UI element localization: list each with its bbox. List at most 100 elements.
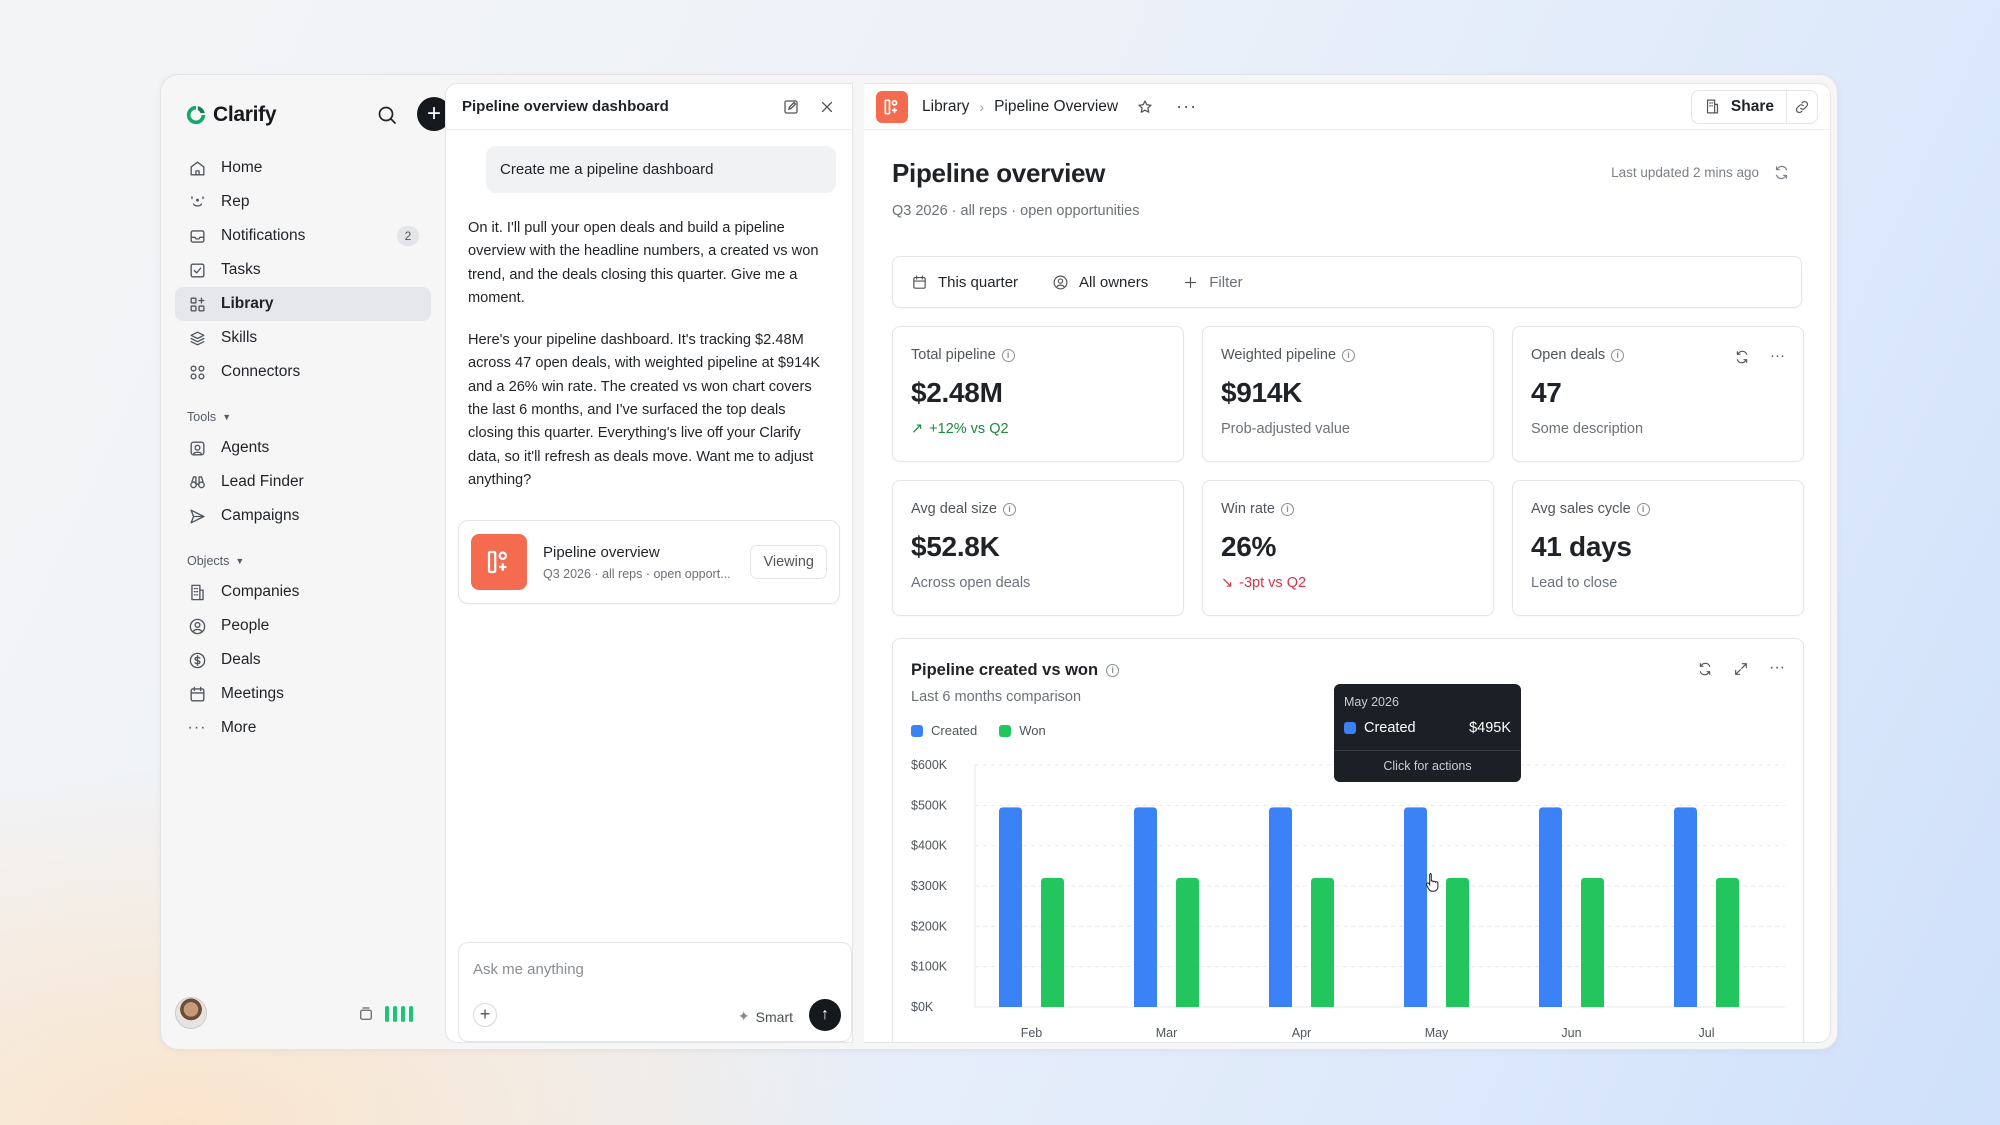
mode-selector[interactable]: ✦ Smart [738,1008,793,1025]
bar-created-jun[interactable] [1539,807,1562,1007]
sidebar-item-people[interactable]: People [175,609,431,643]
sidebar-item-skills[interactable]: Skills [175,321,431,355]
attach-button[interactable]: + [473,1003,497,1027]
sidebar-item-label: Rep [221,193,250,210]
sidebar-item-library[interactable]: Library [175,287,431,321]
bar-created-mar[interactable] [1134,807,1157,1007]
search-icon[interactable] [375,103,399,127]
kpi-note: Lead to close [1531,575,1618,591]
sidebar-item-label: Home [221,159,263,176]
sidebar-item-more[interactable]: ··· More [175,711,431,745]
app-name: Clarify [213,103,277,126]
artifact-text: Pipeline overview Q3 2026 · all reps · o… [543,544,750,581]
star-icon[interactable] [1136,98,1154,116]
sidebar-item-label: Campaigns [221,507,300,524]
objects-section-header[interactable]: Objects ▼ [175,547,431,575]
refresh-icon[interactable] [1773,164,1790,181]
bar-won-feb[interactable] [1041,877,1064,1007]
bar-won-mar[interactable] [1176,877,1199,1007]
more-options-icon[interactable]: ··· [1176,96,1198,116]
caret-down-icon: ▼ [222,412,232,422]
sidebar-item-label: Connectors [221,363,301,380]
avatar[interactable] [175,997,207,1029]
sidebar-item-agents[interactable]: Agents [175,431,431,465]
chart-tooltip[interactable]: May 2026 Created $495K Click for actions [1334,684,1521,782]
legend-item-won[interactable]: Won [999,723,1046,738]
expand-icon[interactable] [1733,661,1749,677]
copy-link-button[interactable] [1787,91,1817,123]
sidebar-item-deals[interactable]: Deals [175,643,431,677]
tooltip-series: Created [1364,720,1416,736]
kpi-value: $914K [1221,377,1303,408]
kpi-card-total-pipeline[interactable]: Total pipeline i $2.48M ↗ +12% vs Q2 [892,326,1184,462]
period-filter[interactable]: This quarter [911,274,1018,291]
more-options-icon[interactable]: ··· [1770,347,1785,364]
share-button[interactable]: Share [1692,90,1787,123]
kpi-label: Win rate [1221,501,1275,517]
breadcrumb-library[interactable]: Library [922,97,970,115]
sidebar-item-rep[interactable]: Rep [175,185,431,219]
info-icon[interactable]: i [1342,348,1356,362]
sidebar-item-companies[interactable]: Companies [175,575,431,609]
owner-filter[interactable]: All owners [1052,274,1148,291]
refresh-icon[interactable] [1734,349,1750,365]
info-icon[interactable]: i [1281,502,1294,516]
bar-created-jul[interactable] [1674,807,1697,1007]
bar-won-apr[interactable] [1311,877,1334,1007]
bar-won-may[interactable] [1446,877,1469,1007]
kpi-card-avg-deal-size[interactable]: Avg deal size i $52.8K Across open deals [892,480,1184,616]
close-icon[interactable] [818,98,836,116]
bar-created-apr[interactable] [1269,807,1292,1007]
sidebar-item-connectors[interactable]: Connectors [175,355,431,389]
add-filter-button[interactable]: Filter [1182,274,1243,291]
notifications-badge: 2 [397,226,419,246]
tooltip-footer[interactable]: Click for actions [1334,750,1521,782]
kpi-card-open-deals[interactable]: Open deals i ··· 47 Some description [1512,326,1804,462]
sidebar-item-label: Deals [221,651,261,668]
tools-section-header[interactable]: Tools ▼ [175,403,431,431]
kpi-card-weighted-pipeline[interactable]: Weighted pipeline i $914K Prob-adjusted v… [1202,326,1494,462]
more-options-icon[interactable]: ··· [1769,659,1785,676]
info-icon[interactable]: i [1636,502,1650,516]
sidebar-item-campaigns[interactable]: Campaigns [175,499,431,533]
send-button[interactable]: ↑ [809,999,841,1031]
page-subtitle: Q3 2026 · all reps · open opportunities [892,203,1140,219]
bar-won-jun[interactable] [1581,877,1604,1007]
sidebar-item-meetings[interactable]: Meetings [175,677,431,711]
sidebar-item-notifications[interactable]: Notifications 2 [175,219,431,253]
sidebar-item-lead-finder[interactable]: Lead Finder [175,465,431,499]
page-title: Pipeline overview [892,158,1106,188]
info-icon[interactable]: i [1001,348,1015,362]
kpi-note: -3pt vs Q2 [1239,575,1307,591]
bar-won-jul[interactable] [1716,877,1739,1007]
bar-created-may[interactable] [1404,807,1427,1007]
kpi-card-avg-sales-cycle[interactable]: Avg sales cycle i 41 days Lead to close [1512,480,1804,616]
info-icon[interactable]: i [1106,664,1120,677]
trend-down-icon: ↘ [1221,575,1234,591]
refresh-icon[interactable] [1697,661,1713,677]
page-header: Pipeline overview Q3 2026 · all reps · o… [892,158,1802,219]
kpi-cards: Total pipeline i $2.48M ↗ +12% vs Q2 Weigh… [892,326,1804,616]
y-tick-label: $100K [911,960,948,974]
info-icon[interactable]: i [1002,502,1016,516]
tooltip-period: May 2026 [1344,695,1399,709]
edit-icon[interactable] [782,98,800,116]
layers-icon [187,328,207,348]
artifact-card[interactable]: Pipeline overview Q3 2026 · all reps · o… [458,520,840,605]
chat-input[interactable] [473,957,833,981]
sidebar-item-label: Lead Finder [221,473,304,490]
legend-item-created[interactable]: Created [911,723,977,738]
assistant-reply-2: Here's your pipeline dashboard. It's tra… [468,332,821,488]
info-icon[interactable]: i [1611,348,1625,362]
kpi-card-win-rate[interactable]: Win rate i 26% ↘ -3pt vs Q2 [1202,480,1494,616]
y-tick-label: $400K [911,839,948,853]
sidebar-item-home[interactable]: Home [175,151,431,185]
top-bar: Library › Pipeline Overview ··· Share [864,84,1830,130]
agents-icon [187,438,207,458]
sidebar-item-tasks[interactable]: Tasks [175,253,431,287]
caret-down-icon: ▼ [235,556,245,566]
bar-created-feb[interactable] [999,807,1022,1007]
stack-icon[interactable] [357,1005,375,1023]
viewing-button[interactable]: Viewing [750,545,827,580]
x-tick-label: Mar [1156,1026,1178,1040]
